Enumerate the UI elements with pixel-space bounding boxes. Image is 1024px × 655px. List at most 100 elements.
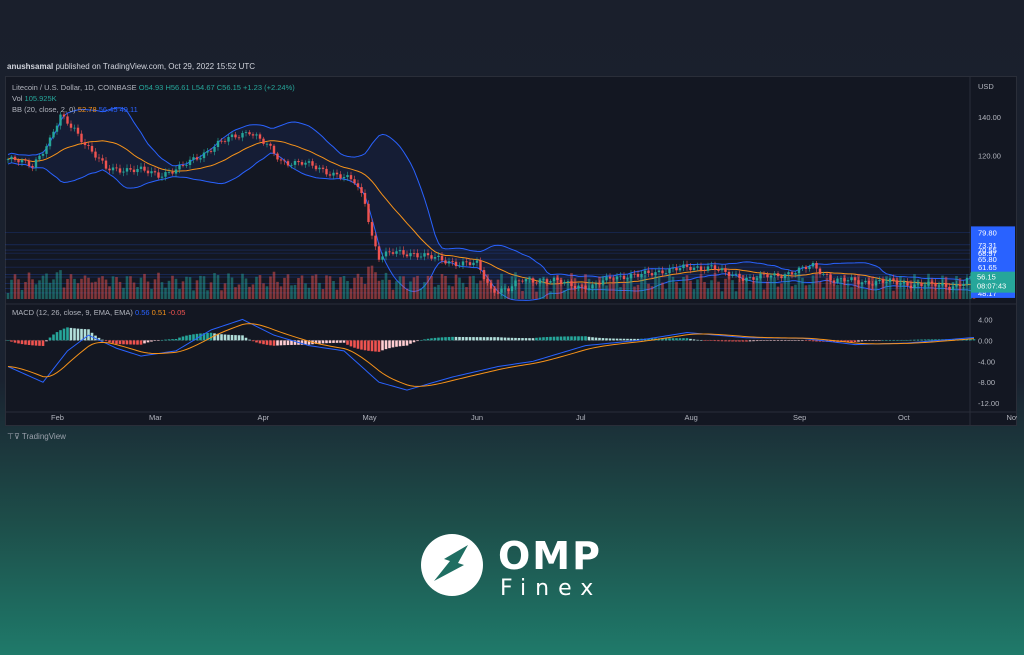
volume-bar [815, 273, 818, 299]
volume-bar [111, 276, 115, 299]
volume-bar [696, 279, 699, 299]
legend-bb-label: BB (20, close, 2, 0) [12, 105, 76, 114]
macd-histogram-bar [738, 340, 741, 342]
macd-histogram-bar [871, 340, 874, 341]
candle-body [384, 251, 388, 257]
volume-bar [444, 275, 447, 299]
volume-bar [871, 276, 874, 299]
macd-histogram-bar [675, 338, 678, 341]
candle-body [178, 165, 181, 170]
candle-body [108, 168, 111, 171]
candle-body [157, 172, 160, 178]
candle-body [241, 133, 244, 138]
macd-histogram-bar [251, 340, 255, 342]
volume-bar [885, 276, 888, 299]
volume-bar [843, 274, 846, 299]
macd-histogram-bar [192, 334, 195, 341]
macd-histogram-bar [503, 337, 507, 341]
candle-body [717, 269, 720, 271]
macd-histogram-bar [741, 340, 745, 342]
candle-body [731, 274, 734, 276]
volume-bar [762, 289, 766, 299]
volume-bar [76, 283, 80, 299]
legend-vol-label: Vol [12, 94, 23, 103]
volume-bar [283, 277, 286, 299]
volume-bar [38, 280, 41, 299]
macd-histogram-bar [542, 337, 545, 341]
legend-open: O54.93 [138, 83, 164, 92]
volume-bar [468, 276, 472, 299]
macd-histogram-bar [391, 340, 395, 348]
macd-histogram-bar [685, 338, 689, 341]
macd-histogram-bar [118, 340, 122, 345]
volume-bar [139, 277, 143, 299]
volume-bar [647, 283, 650, 299]
macd-histogram-bar [132, 340, 136, 345]
volume-bar [311, 275, 314, 299]
time-tick-label: May [363, 413, 377, 422]
countdown-label: 08:07:43 [977, 282, 1006, 291]
candle-body [262, 138, 265, 144]
macd-hist-value: -0.05 [168, 308, 186, 317]
macd-histogram-bar [867, 340, 871, 341]
volume-bar [412, 277, 416, 299]
volume-bar [174, 278, 178, 299]
macd-histogram-bar [629, 338, 633, 341]
candle-body [13, 156, 17, 161]
candle-body [643, 270, 647, 274]
volume-bar [580, 283, 584, 299]
volume-bar [227, 273, 230, 299]
volume-bar [388, 279, 391, 299]
volume-bar [171, 275, 174, 299]
candle-body [447, 261, 451, 264]
macd-histogram-bar [304, 340, 307, 345]
volume-bar [164, 287, 167, 299]
tradingview-brand: TradingView [21, 432, 66, 441]
candle-body [237, 137, 241, 139]
macd-histogram-bar [818, 340, 822, 342]
macd-histogram-bar [801, 340, 804, 341]
candle-body [839, 278, 843, 279]
candle-body [706, 266, 710, 271]
macd-histogram-bar [528, 338, 531, 341]
macd-histogram-bar [6, 340, 10, 341]
volume-bar [13, 274, 17, 299]
candle-body [654, 272, 657, 276]
volume-bar [353, 277, 356, 299]
candle-body [349, 175, 353, 180]
macd-histogram-bar [164, 339, 167, 341]
omp-brand-name: OMP [498, 534, 602, 578]
tradingview-footer: ⊤⊽ TradingView [7, 432, 66, 441]
macd-histogram-bar [682, 338, 685, 341]
candle-body [465, 261, 468, 263]
candle-body [265, 143, 269, 145]
candle-body [475, 260, 479, 263]
volume-bar [531, 278, 535, 299]
volume-bar [657, 276, 661, 299]
macd-histogram-bar [699, 340, 703, 341]
candle-body [111, 167, 115, 171]
price-chart[interactable]: USD 140.00 120.00 79.80 73.3170.5568.9765.80… [5, 76, 1017, 426]
macd-histogram-bar [307, 340, 311, 345]
macd-histogram-bar [703, 340, 706, 341]
candle-body [66, 116, 69, 124]
macd-histogram-bar [874, 340, 878, 341]
volume-bar [486, 274, 489, 299]
macd-histogram-bar [713, 340, 717, 342]
macd-histogram-bar [405, 340, 409, 346]
macd-histogram-bar [531, 338, 535, 341]
candle-body [206, 151, 209, 153]
volume-bar [115, 277, 118, 299]
macd-histogram-bar [199, 333, 202, 341]
macd-histogram-bar [636, 338, 640, 341]
candle-body [80, 133, 83, 143]
volume-bar [178, 288, 181, 299]
candle-body [255, 134, 258, 136]
macd-histogram-bar [258, 340, 262, 344]
volume-bar [692, 289, 696, 299]
macd-histogram-bar [69, 327, 73, 341]
candle-body [300, 162, 304, 165]
legend-low: L54.67 [191, 83, 215, 92]
macd-histogram-bar [885, 340, 888, 341]
macd-histogram-bar [650, 338, 654, 341]
